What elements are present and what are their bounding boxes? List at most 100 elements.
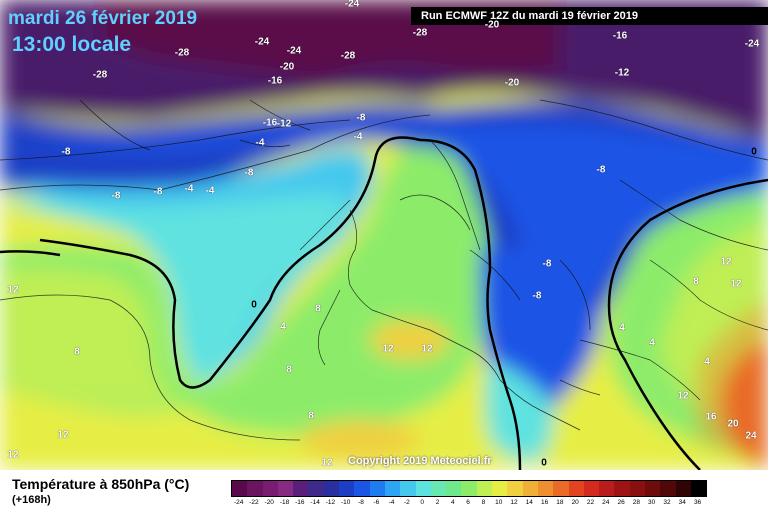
isotherm-label: -24 xyxy=(344,0,360,10)
isotherm-label: -4 xyxy=(184,183,194,195)
isotherm-label: 12 xyxy=(7,284,19,296)
color-swatch xyxy=(323,481,340,496)
isotherm-label: -12 xyxy=(276,118,292,130)
scale-tick-label: -20 xyxy=(264,499,274,506)
scale-tick-label: 0 xyxy=(420,499,425,506)
isotherm-label: -28 xyxy=(92,69,108,81)
color-swatch xyxy=(446,481,462,496)
color-scale-ticks: -24 -22 -20 -18 -16 -14 -12 -10 -8 -6 -4 -2 0 2 4 6 8 10 1… xyxy=(231,499,705,509)
color-scale xyxy=(231,480,708,497)
isotherm-label: -4 xyxy=(255,137,265,149)
model-run-label: Run ECMWF 12Z du mardi 19 février 2019 xyxy=(411,7,768,25)
isotherm-label: -20 xyxy=(484,19,500,31)
color-swatch xyxy=(675,481,691,496)
isotherm-label: 12 xyxy=(321,457,333,469)
color-swatch xyxy=(537,481,554,496)
isotherm-label: 8 xyxy=(308,410,314,422)
scale-tick-label: -16 xyxy=(295,499,305,506)
isotherm-label: 12 xyxy=(421,343,433,355)
isotherm-label: 4 xyxy=(704,356,710,368)
copyright-text: Copyright 2019 Meteociel.fr xyxy=(348,455,492,467)
isotherm-label: 12 xyxy=(720,256,732,268)
isotherm-label: 0 xyxy=(751,146,757,158)
isotherm-label: 12 xyxy=(677,390,689,402)
isotherm-label: 12 xyxy=(382,343,394,355)
isotherm-label: -8 xyxy=(542,258,552,270)
forecast-date: mardi 26 février 2019 xyxy=(8,8,198,29)
scale-tick-label: 30 xyxy=(648,499,656,506)
isotherm-label: 4 xyxy=(649,337,655,349)
color-swatch xyxy=(384,481,401,496)
color-swatch xyxy=(308,481,324,496)
color-swatch xyxy=(415,481,431,496)
isotherm-label: -4 xyxy=(353,131,363,143)
color-swatch xyxy=(430,481,447,496)
scale-tick-label: -22 xyxy=(249,499,259,506)
color-swatch xyxy=(247,481,263,496)
color-swatch xyxy=(522,481,538,496)
color-swatch xyxy=(232,481,248,496)
isotherm-label: 4 xyxy=(619,322,625,334)
color-swatch xyxy=(492,481,508,496)
isotherm-label: -28 xyxy=(340,50,356,62)
scale-tick-label: 2 xyxy=(435,499,440,506)
isotherm-label: 16 xyxy=(705,411,717,423)
isotherm-label: 8 xyxy=(74,346,80,358)
scale-tick-label: 32 xyxy=(663,499,671,506)
scale-tick-label: 26 xyxy=(617,499,625,506)
scale-tick-label: 18 xyxy=(556,499,564,506)
color-swatch xyxy=(339,481,355,496)
isotherm-label: 0 xyxy=(251,299,257,311)
scale-tick-label: 8 xyxy=(481,499,486,506)
forecast-lead-time: (+168h) xyxy=(12,494,51,506)
scale-tick-label: 34 xyxy=(678,499,686,506)
scale-tick-label: 22 xyxy=(586,499,595,506)
color-swatch xyxy=(629,481,646,496)
color-swatch xyxy=(660,481,676,496)
color-swatch xyxy=(354,481,370,496)
color-swatch xyxy=(262,481,278,496)
scale-tick-label: 12 xyxy=(510,499,518,506)
temperature-field xyxy=(0,0,768,470)
isotherm-label: -8 xyxy=(532,290,542,302)
color-swatch xyxy=(614,481,630,496)
color-swatch xyxy=(507,481,523,496)
color-swatch xyxy=(690,481,707,496)
isotherm-label: 24 xyxy=(745,430,757,442)
color-swatch xyxy=(293,481,309,496)
color-swatch xyxy=(553,481,569,496)
isotherm-label: 8 xyxy=(693,276,699,288)
isotherm-label: 12 xyxy=(57,429,69,441)
isotherm-label: -28 xyxy=(412,27,428,39)
scale-tick-label: 14 xyxy=(525,499,533,506)
isotherm-label: -16 xyxy=(612,30,628,42)
isotherm-label: -8 xyxy=(356,112,366,124)
isotherm-label: 20 xyxy=(727,418,739,430)
scale-tick-label: -18 xyxy=(279,499,290,506)
scale-tick-label: -2 xyxy=(404,499,410,506)
isotherm-label: -24 xyxy=(286,45,302,57)
isotherm-label: -28 xyxy=(174,47,190,59)
isotherm-label: -20 xyxy=(279,61,295,73)
isotherm-label: -12 xyxy=(614,67,630,79)
isotherm-label: -20 xyxy=(504,77,520,89)
scale-tick-label: 6 xyxy=(466,499,470,506)
isotherm-label: -8 xyxy=(61,146,71,158)
isotherm-label: 8 xyxy=(286,364,292,376)
color-swatch xyxy=(645,481,661,496)
legend-title: Température à 850hPa (°C) xyxy=(12,476,190,492)
color-swatch xyxy=(568,481,584,496)
isotherm-label: -8 xyxy=(244,167,254,179)
color-swatch xyxy=(369,481,385,496)
isotherm-label: 12 xyxy=(7,449,19,461)
scale-tick-label: 16 xyxy=(540,499,549,506)
color-swatch xyxy=(400,481,416,496)
isotherm-label: -8 xyxy=(596,164,606,176)
isotherm-label: -8 xyxy=(153,186,163,198)
scale-tick-label: 28 xyxy=(632,499,640,506)
color-swatch xyxy=(599,481,615,496)
color-swatch xyxy=(277,481,294,496)
scale-tick-label: 24 xyxy=(602,499,610,506)
scale-tick-label: 4 xyxy=(450,499,455,506)
